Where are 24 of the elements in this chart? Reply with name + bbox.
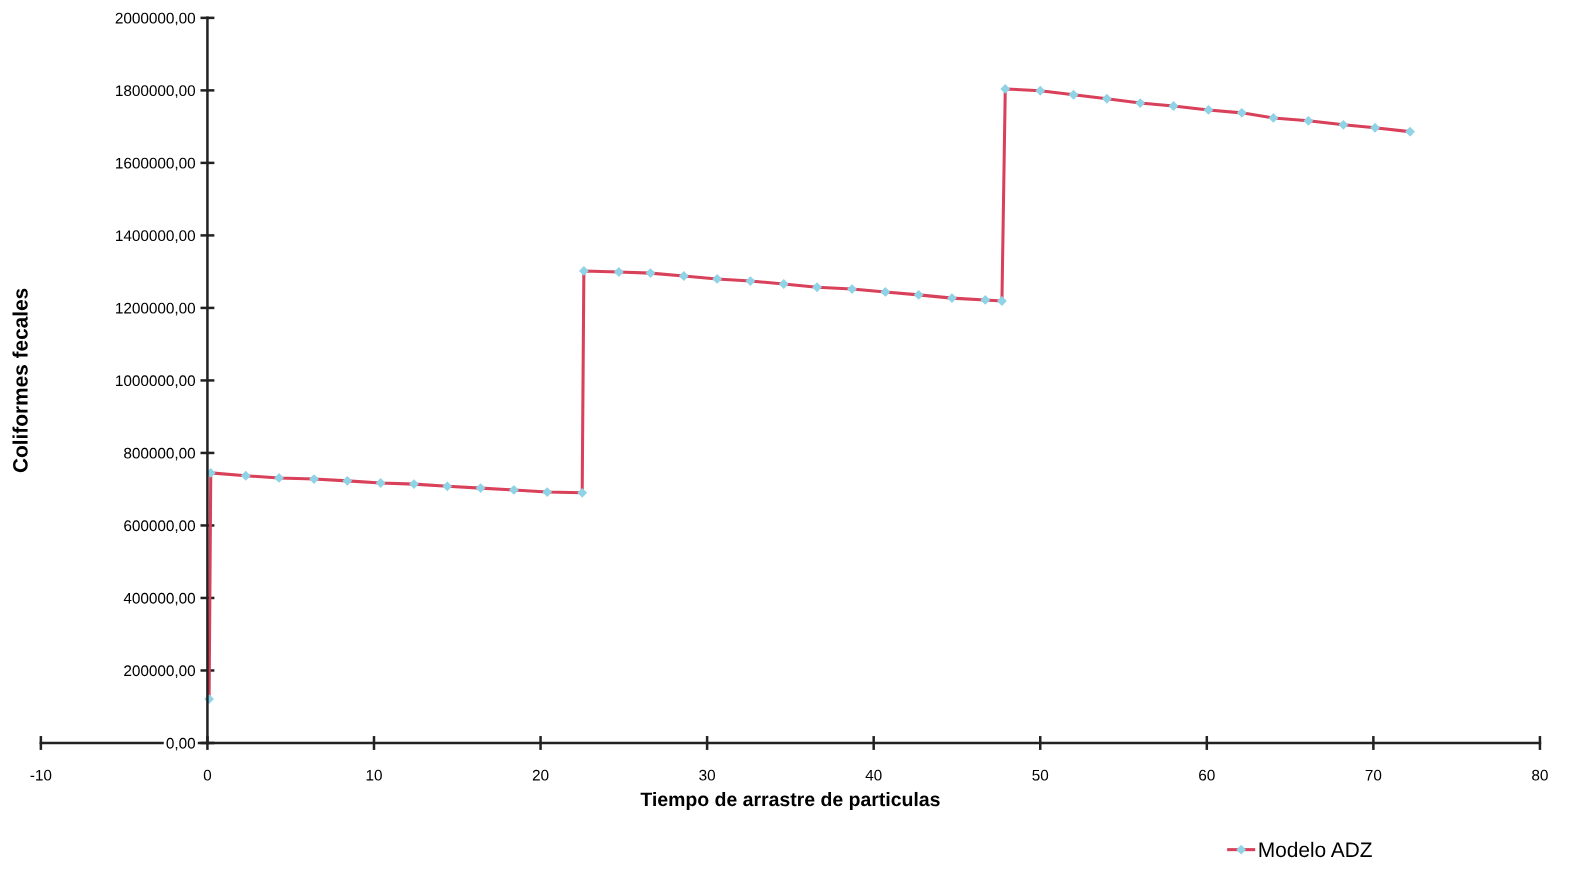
x-tick-label: 50 [1032,769,1049,781]
x-tick-label: -10 [30,769,52,781]
y-tick-label: 0,00 [166,737,196,751]
x-tick-label: 0 [203,769,212,781]
y-axis-title: Coliformes fecales [12,288,28,473]
x-tick-label: 20 [532,769,549,781]
y-tick-label: 1800000,00 [116,85,196,98]
y-tick-label: 2000000,00 [115,12,196,26]
y-tick-label: 400000,00 [123,592,196,606]
y-tick-label: 1000000,00 [116,375,196,388]
x-axis-title: Tiempo de arrastre de particulas [640,791,940,811]
legend-label: Modelo ADZ [1259,841,1372,858]
y-tick-label: 1400000,00 [116,230,196,243]
x-tick-label: 10 [366,769,382,781]
y-tick-label: 600000,00 [124,520,196,533]
x-tick-label: 40 [865,769,882,781]
x-tick-label: 70 [1365,769,1382,781]
y-tick-label: 800000,00 [124,447,196,461]
x-tick-label: 60 [1199,769,1215,781]
y-tick-label: 1200000,00 [116,302,196,316]
y-tick-label: 200000,00 [124,665,196,678]
x-tick-label: 80 [1532,769,1548,781]
x-tick-label: 30 [699,769,716,781]
y-tick-label: 1600000,00 [116,157,196,171]
